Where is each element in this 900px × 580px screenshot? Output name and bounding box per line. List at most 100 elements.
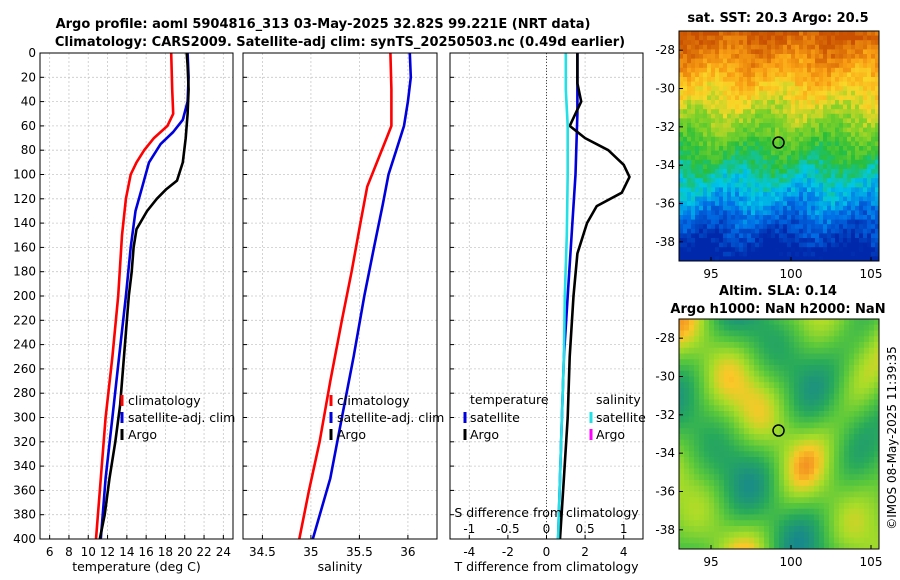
map-cell (815, 251, 820, 257)
map-cell (807, 118, 812, 124)
map-cell (747, 201, 752, 207)
map-cell (699, 90, 704, 96)
map-cell (831, 54, 836, 59)
map-cell (731, 95, 736, 101)
map-cell (851, 146, 856, 151)
map-cell (859, 90, 864, 96)
map-cell (715, 123, 720, 128)
map-cell (771, 215, 776, 220)
map-cell (687, 67, 692, 73)
map-cell (784, 319, 790, 326)
map-cell (787, 219, 792, 225)
map-cell (784, 405, 790, 412)
map-cell (729, 376, 735, 383)
map-cell (739, 173, 744, 179)
map-cell (824, 462, 830, 469)
map-cell (731, 146, 736, 151)
map-cell (779, 485, 785, 492)
map-cell (684, 382, 690, 389)
map-cell (791, 256, 796, 262)
map-cell (703, 81, 708, 87)
map-cell (867, 192, 872, 197)
map-cell (839, 109, 844, 115)
map-cell (779, 347, 785, 354)
map-cell (779, 81, 784, 87)
map-cell (724, 399, 730, 406)
map-cell (699, 219, 704, 225)
map-cell (829, 319, 835, 326)
map-cell (715, 150, 720, 156)
map-cell (719, 434, 725, 441)
map-cell (855, 63, 860, 69)
map-cell (871, 187, 876, 193)
map-cell (679, 95, 684, 101)
map-cell (794, 480, 800, 487)
map-cell (847, 40, 852, 46)
map-cell (731, 141, 736, 147)
map-cell (779, 54, 784, 59)
map-cell (769, 353, 775, 360)
x-axis-label: salinity (318, 559, 363, 574)
map-cell (715, 54, 720, 59)
map-cell (699, 416, 705, 423)
map-cell (791, 159, 796, 165)
map-cell (727, 86, 732, 92)
map-cell (827, 219, 832, 225)
map-cell (689, 382, 695, 389)
map-cell (767, 86, 772, 92)
map-cell (739, 178, 744, 184)
map-cell (723, 100, 728, 105)
map-cell (719, 462, 725, 469)
map-cell (767, 224, 772, 230)
map-cell (767, 178, 772, 184)
map-cell (735, 141, 740, 147)
map-cell (864, 526, 870, 533)
map-cell (803, 35, 808, 41)
map-cell (714, 422, 720, 429)
map-cell (694, 474, 700, 481)
map-cell (759, 531, 765, 538)
map-cell (727, 141, 732, 147)
map-cell (687, 123, 692, 128)
map-cell (767, 40, 772, 46)
map-cell (747, 141, 752, 147)
map-cell (711, 192, 716, 197)
map-cell (754, 405, 760, 412)
map-cell (784, 382, 790, 389)
map-cell (711, 127, 716, 133)
map-cell (811, 109, 816, 115)
map-cell (709, 514, 715, 521)
map-cell (835, 247, 840, 253)
map-cell (769, 503, 775, 510)
map-cell (875, 58, 880, 64)
map-cell (695, 44, 700, 50)
map-cell (715, 118, 720, 124)
map-cell (749, 531, 755, 538)
map-cell (709, 353, 715, 360)
map-cell (695, 136, 700, 142)
map-cell (809, 359, 815, 366)
map-cell (719, 242, 724, 248)
map-cell (864, 531, 870, 538)
map-cell (723, 67, 728, 73)
map-cell (835, 81, 840, 87)
map-cell (749, 370, 755, 377)
map-cell (689, 451, 695, 458)
map-cell (683, 40, 688, 46)
map-cell (835, 136, 840, 142)
map-cell (831, 31, 836, 36)
map-cell (854, 382, 860, 389)
map-cell (829, 508, 835, 515)
map-cell (823, 132, 828, 138)
map-cell (695, 224, 700, 230)
map-cell (719, 422, 725, 429)
top-x-tick-label: -0.5 (496, 522, 519, 536)
map-cell (764, 508, 770, 515)
map-cell (691, 40, 696, 46)
map-cell (855, 201, 860, 207)
map-cell (759, 123, 764, 128)
map-cell (715, 155, 720, 161)
map-cell (679, 242, 684, 248)
map-cell (809, 457, 815, 464)
map-cell (739, 370, 745, 377)
